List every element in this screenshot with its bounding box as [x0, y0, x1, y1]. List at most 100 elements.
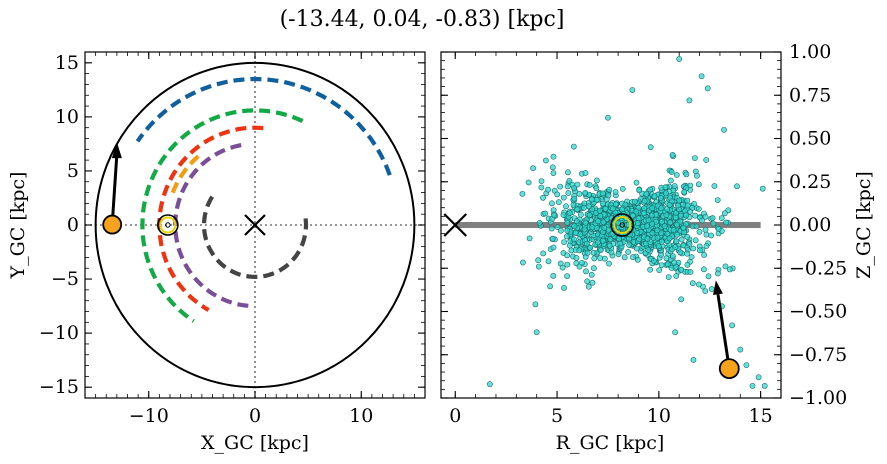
star-point — [550, 153, 557, 160]
star-point — [564, 252, 570, 259]
star-point — [588, 196, 595, 203]
star-point — [643, 190, 650, 197]
star-point — [693, 223, 700, 230]
star-point — [662, 184, 669, 191]
star-point — [651, 257, 657, 264]
star-point — [540, 194, 546, 201]
star-point — [590, 249, 597, 256]
star-point — [582, 170, 589, 176]
star-point — [644, 223, 650, 229]
star-point — [621, 254, 628, 261]
star-point — [538, 184, 545, 191]
star-point — [589, 224, 596, 231]
star-point — [568, 247, 575, 254]
star-point — [551, 212, 558, 219]
y-tick-label: 0 — [67, 214, 79, 236]
left-velocity-arrow-shaft — [110, 153, 119, 225]
star-point — [561, 239, 567, 245]
star-point — [658, 230, 665, 236]
y-tick-label: −15 — [39, 376, 79, 398]
star-point — [576, 247, 583, 254]
star-point — [557, 183, 563, 190]
star-point — [595, 218, 602, 225]
star-point — [598, 247, 604, 253]
left-axis-ticks: −10 0 10 −15 −10 −5 0 5 10 15 — [39, 51, 426, 427]
star-point — [692, 212, 699, 219]
star-point — [550, 244, 557, 251]
star-point — [657, 195, 664, 201]
star-point — [535, 263, 542, 270]
star-point — [647, 186, 654, 193]
star-point — [545, 186, 551, 193]
star-point — [588, 271, 595, 278]
star-point — [525, 179, 532, 186]
star-point — [672, 329, 679, 336]
star-point — [684, 197, 691, 204]
star-point — [755, 374, 762, 381]
star-point — [684, 261, 691, 268]
star-point — [548, 225, 555, 232]
star-point — [581, 226, 588, 233]
star-point — [743, 362, 750, 369]
star-point — [655, 243, 662, 250]
left-object-marker — [102, 214, 123, 235]
star-point — [616, 235, 622, 242]
star-point — [629, 87, 636, 93]
star-point — [689, 204, 696, 211]
right-x-axis-label: R_GC [kpc] — [556, 432, 665, 454]
figure-title: (-13.44, 0.04, -0.83) [kpc] — [280, 7, 565, 32]
star-point — [486, 381, 493, 388]
x-tick-label: −10 — [129, 405, 169, 427]
star-point — [658, 205, 665, 212]
star-point — [702, 226, 709, 233]
star-point — [649, 205, 656, 212]
star-point — [564, 273, 570, 280]
star-point — [678, 266, 685, 273]
star-point — [591, 265, 597, 272]
star-point — [558, 227, 564, 234]
star-point — [661, 223, 668, 230]
right-velocity-arrow-head — [713, 280, 723, 295]
star-point — [570, 201, 577, 208]
star-point — [686, 241, 693, 247]
y-tick-label: 15 — [55, 52, 79, 74]
star-point — [696, 228, 703, 235]
star-point — [564, 219, 571, 226]
star-point — [687, 269, 694, 275]
purple-arm — [173, 143, 253, 309]
star-point — [649, 230, 656, 237]
star-point — [591, 255, 598, 262]
star-point — [594, 177, 600, 184]
star-point — [593, 185, 600, 192]
star-point — [520, 259, 526, 266]
star-point — [668, 169, 675, 175]
star-point — [674, 231, 680, 238]
right-x-tick-label: 10 — [647, 405, 671, 427]
star-point — [676, 197, 682, 204]
star-point — [567, 242, 573, 249]
right-x-tick-label: 15 — [749, 405, 773, 427]
star-point — [550, 207, 557, 213]
star-point — [574, 206, 581, 213]
star-point — [708, 286, 715, 292]
star-point — [647, 266, 653, 273]
right-y-axis-label: Z_GC [kpc] — [853, 171, 875, 279]
right-axis-ticks: 0 5 10 15 −1.00 −0.75 −0.50 −0.25 0.00 0.25 0.50 0.… — [441, 41, 847, 427]
star-point — [610, 205, 616, 212]
left-panel: −10 0 10 −15 −10 −5 0 5 10 15 X_GC [kpc] Y_GC [kp… — [7, 51, 426, 454]
star-point — [703, 243, 710, 249]
star-point — [597, 255, 603, 261]
right-y-tick-label: −0.25 — [789, 257, 847, 279]
star-point — [532, 301, 539, 308]
star-point — [566, 210, 573, 216]
star-point — [759, 185, 766, 192]
star-point — [595, 239, 601, 246]
star-point — [602, 205, 609, 212]
star-point — [633, 179, 640, 186]
star-point — [533, 329, 540, 336]
star-point — [582, 189, 589, 196]
star-point — [612, 201, 619, 208]
star-point — [549, 235, 556, 242]
star-point — [559, 264, 566, 271]
star-point — [656, 267, 663, 273]
